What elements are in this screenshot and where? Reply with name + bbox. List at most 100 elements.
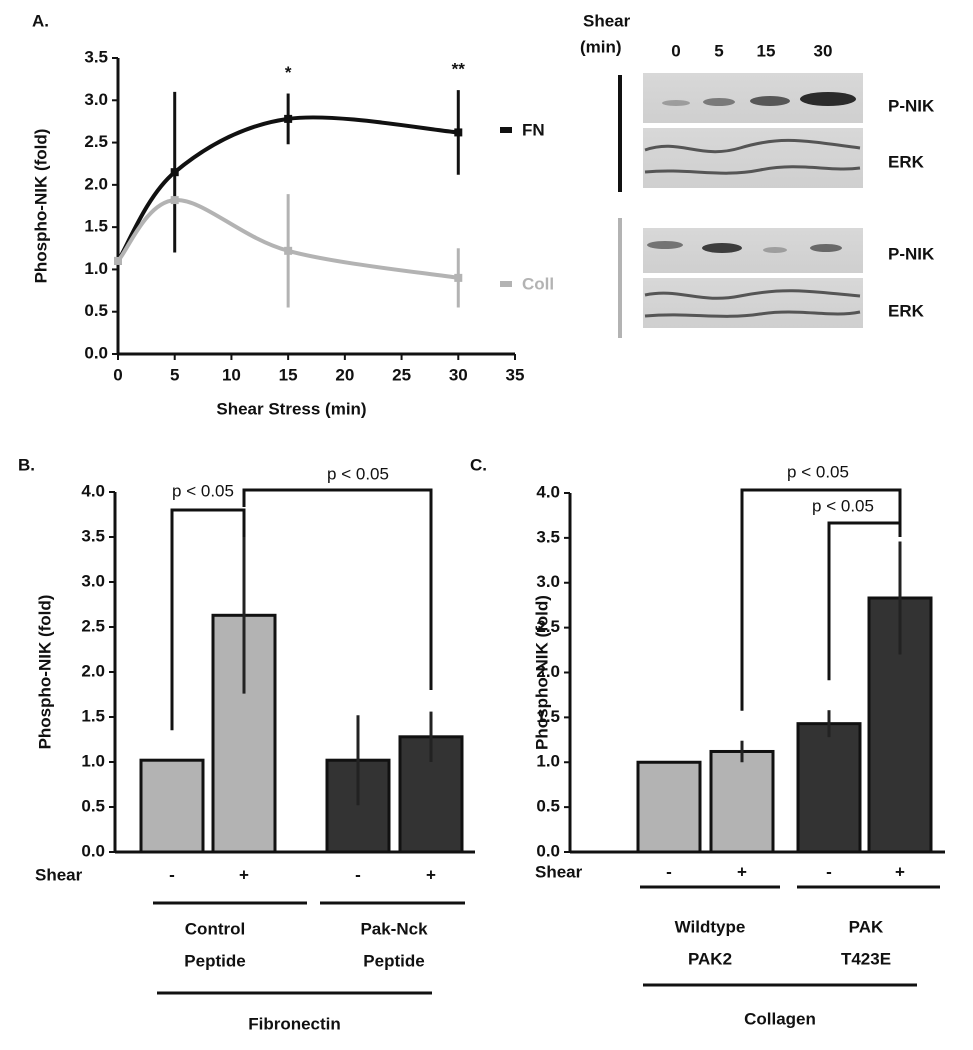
y-tick-label: 2.5: [84, 132, 108, 151]
point: [170, 168, 179, 177]
bracket: [242, 488, 433, 690]
y-axis-label: Phospho-NIK (fold): [532, 595, 551, 750]
y-tick-label: 2.5: [536, 617, 560, 636]
y-tick-label: 0.0: [536, 841, 560, 860]
bar: [139, 758, 205, 854]
point: [284, 114, 293, 123]
x-tick-label: 0: [113, 365, 122, 384]
y-tick-label: 3.0: [84, 90, 108, 109]
x-tick-label: -: [826, 862, 832, 881]
blot-strip: [643, 128, 863, 188]
x-tick-label: 25: [392, 365, 411, 384]
series-line: [116, 115, 459, 263]
legend-marker: [500, 127, 512, 133]
annotation: *: [285, 63, 292, 82]
supergroup-label: Collagen: [744, 1009, 816, 1028]
y-tick-label: 3.5: [81, 526, 105, 545]
y-tick-label: 0.5: [536, 797, 560, 816]
blot-header: (min): [580, 37, 622, 56]
x-tick-label: -: [666, 862, 672, 881]
row-label: Shear: [535, 862, 583, 881]
x-tick-label: 5: [170, 365, 179, 384]
y-tick-label: 3.0: [81, 571, 105, 590]
group-label: Peptide: [184, 951, 245, 970]
x-axis-label: Shear Stress (min): [216, 399, 366, 418]
y-tick-label: 0.5: [81, 796, 105, 815]
blot: Shear (min) 0 5 15 30 P-NIK ERK P-NIK ER…: [580, 11, 935, 338]
x-tick-label: 10: [222, 365, 241, 384]
y-axis-label: Phospho-NIK (fold): [31, 129, 50, 284]
group-label: Pak-Nck: [360, 919, 428, 938]
lane-label: 30: [814, 41, 833, 60]
point: [170, 196, 179, 205]
x-tick-label: +: [239, 865, 249, 884]
group-label: Wildtype: [675, 917, 746, 936]
panel-label: B.: [18, 455, 35, 474]
y-tick-label: 3.5: [84, 47, 108, 66]
supergroup-label: Fibronectin: [248, 1014, 341, 1033]
annotation: p < 0.05: [172, 481, 234, 500]
y-tick-label: 0.0: [81, 841, 105, 860]
y-tick-label: 1.5: [536, 707, 560, 726]
y-tick-label: 1.0: [84, 259, 108, 278]
group-label: Peptide: [363, 951, 424, 970]
y-tick-label: 1.0: [81, 751, 105, 770]
bands: [644, 138, 861, 318]
bands: [647, 92, 856, 253]
blot-label: P-NIK: [888, 96, 935, 115]
blot-strip: [643, 278, 863, 328]
legend-label: FN: [522, 120, 545, 139]
x-tick-label: +: [426, 865, 436, 884]
y-tick-label: 2.0: [536, 662, 560, 681]
bracket: [740, 488, 902, 711]
y-tick-label: 2.0: [81, 661, 105, 680]
group-label: PAK: [849, 917, 884, 936]
blot-header: Shear: [583, 11, 631, 30]
x-tick-label: -: [355, 865, 361, 884]
point: [284, 246, 293, 255]
y-tick-label: 1.5: [84, 217, 108, 236]
y-tick-label: 1.5: [81, 706, 105, 725]
bracket: [170, 508, 246, 731]
y-tick-label: 4.0: [81, 481, 105, 500]
y-axis-label: Phospho-NIK (fold): [35, 595, 54, 750]
series-line: [116, 198, 459, 280]
x-tick-label: 30: [449, 365, 468, 384]
x-tick-label: 35: [506, 365, 525, 384]
y-tick-label: 2.5: [81, 616, 105, 635]
bar: [636, 760, 702, 854]
y-tick-label: 2.0: [84, 174, 108, 193]
group-label: PAK2: [688, 949, 732, 968]
panel-label: C.: [470, 455, 487, 474]
annotation: p < 0.05: [812, 496, 874, 515]
lane-label: 15: [757, 41, 776, 60]
bar: [796, 722, 862, 854]
annotation: p < 0.05: [787, 462, 849, 481]
x-tick-label: +: [895, 862, 905, 881]
x-tick-label: +: [737, 862, 747, 881]
point: [114, 256, 122, 265]
blot-label: ERK: [888, 301, 925, 320]
x-tick-label: -: [169, 865, 175, 884]
x-tick-label: 15: [279, 365, 298, 384]
blot-label: ERK: [888, 152, 925, 171]
y-tick-label: 3.5: [536, 527, 560, 546]
row-label: Shear: [35, 865, 83, 884]
group-label: T423E: [841, 949, 891, 968]
x-tick-label: 20: [335, 365, 354, 384]
annotation: p < 0.05: [327, 464, 389, 483]
bar: [709, 749, 775, 854]
legend-label: Coll: [522, 274, 554, 293]
y-tick-label: 0.5: [84, 301, 108, 320]
annotation: **: [452, 60, 466, 79]
point: [454, 273, 463, 282]
y-tick-label: 4.0: [536, 482, 560, 501]
blot-label: P-NIK: [888, 244, 935, 263]
lane-label: 0: [671, 41, 680, 60]
point: [454, 128, 463, 137]
lane-label: 5: [714, 41, 723, 60]
y-tick-label: 0.0: [84, 343, 108, 362]
y-tick-label: 1.0: [536, 752, 560, 771]
panel-label: A.: [32, 11, 49, 30]
